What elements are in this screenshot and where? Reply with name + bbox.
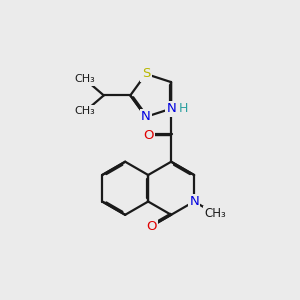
Text: CH₃: CH₃ bbox=[75, 74, 96, 85]
Text: H: H bbox=[179, 102, 188, 115]
Text: O: O bbox=[143, 129, 154, 142]
Text: O: O bbox=[146, 220, 157, 232]
Text: N: N bbox=[166, 102, 176, 115]
Text: S: S bbox=[142, 68, 150, 80]
Text: N: N bbox=[189, 195, 199, 208]
Text: N: N bbox=[166, 102, 176, 115]
Text: CH₃: CH₃ bbox=[75, 106, 96, 116]
Text: CH₃: CH₃ bbox=[204, 207, 226, 220]
Text: N: N bbox=[141, 110, 151, 123]
